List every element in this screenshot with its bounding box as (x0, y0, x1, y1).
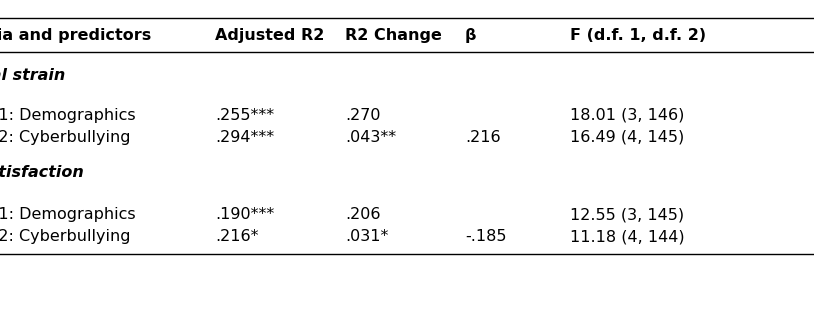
Text: R2 Change: R2 Change (345, 28, 442, 43)
Text: 18.01 (3, 146): 18.01 (3, 146) (570, 108, 685, 123)
Text: Model 1: Demographics: Model 1: Demographics (0, 108, 136, 123)
Text: .255***: .255*** (215, 108, 274, 123)
Text: 12.55 (3, 145): 12.55 (3, 145) (570, 207, 684, 222)
Text: -.185: -.185 (465, 229, 506, 244)
Text: .216*: .216* (215, 229, 259, 244)
Text: Job satisfaction: Job satisfaction (0, 165, 85, 180)
Text: .206: .206 (345, 207, 380, 222)
Text: .031*: .031* (345, 229, 388, 244)
Text: Mental strain: Mental strain (0, 68, 65, 83)
Text: .190***: .190*** (215, 207, 274, 222)
Text: Model 2: Cyberbullying: Model 2: Cyberbullying (0, 130, 130, 145)
Text: .294***: .294*** (215, 130, 274, 145)
Text: Model 2: Cyberbullying: Model 2: Cyberbullying (0, 229, 130, 244)
Text: 11.18 (4, 144): 11.18 (4, 144) (570, 229, 685, 244)
Text: Criteria and predictors: Criteria and predictors (0, 28, 151, 43)
Text: Adjusted R2: Adjusted R2 (215, 28, 324, 43)
Text: 16.49 (4, 145): 16.49 (4, 145) (570, 130, 685, 145)
Text: .270: .270 (345, 108, 380, 123)
Text: .043**: .043** (345, 130, 396, 145)
Text: Model 1: Demographics: Model 1: Demographics (0, 207, 136, 222)
Text: .216: .216 (465, 130, 501, 145)
Text: F (d.f. 1, d.f. 2): F (d.f. 1, d.f. 2) (570, 28, 706, 43)
Text: β: β (465, 28, 476, 43)
